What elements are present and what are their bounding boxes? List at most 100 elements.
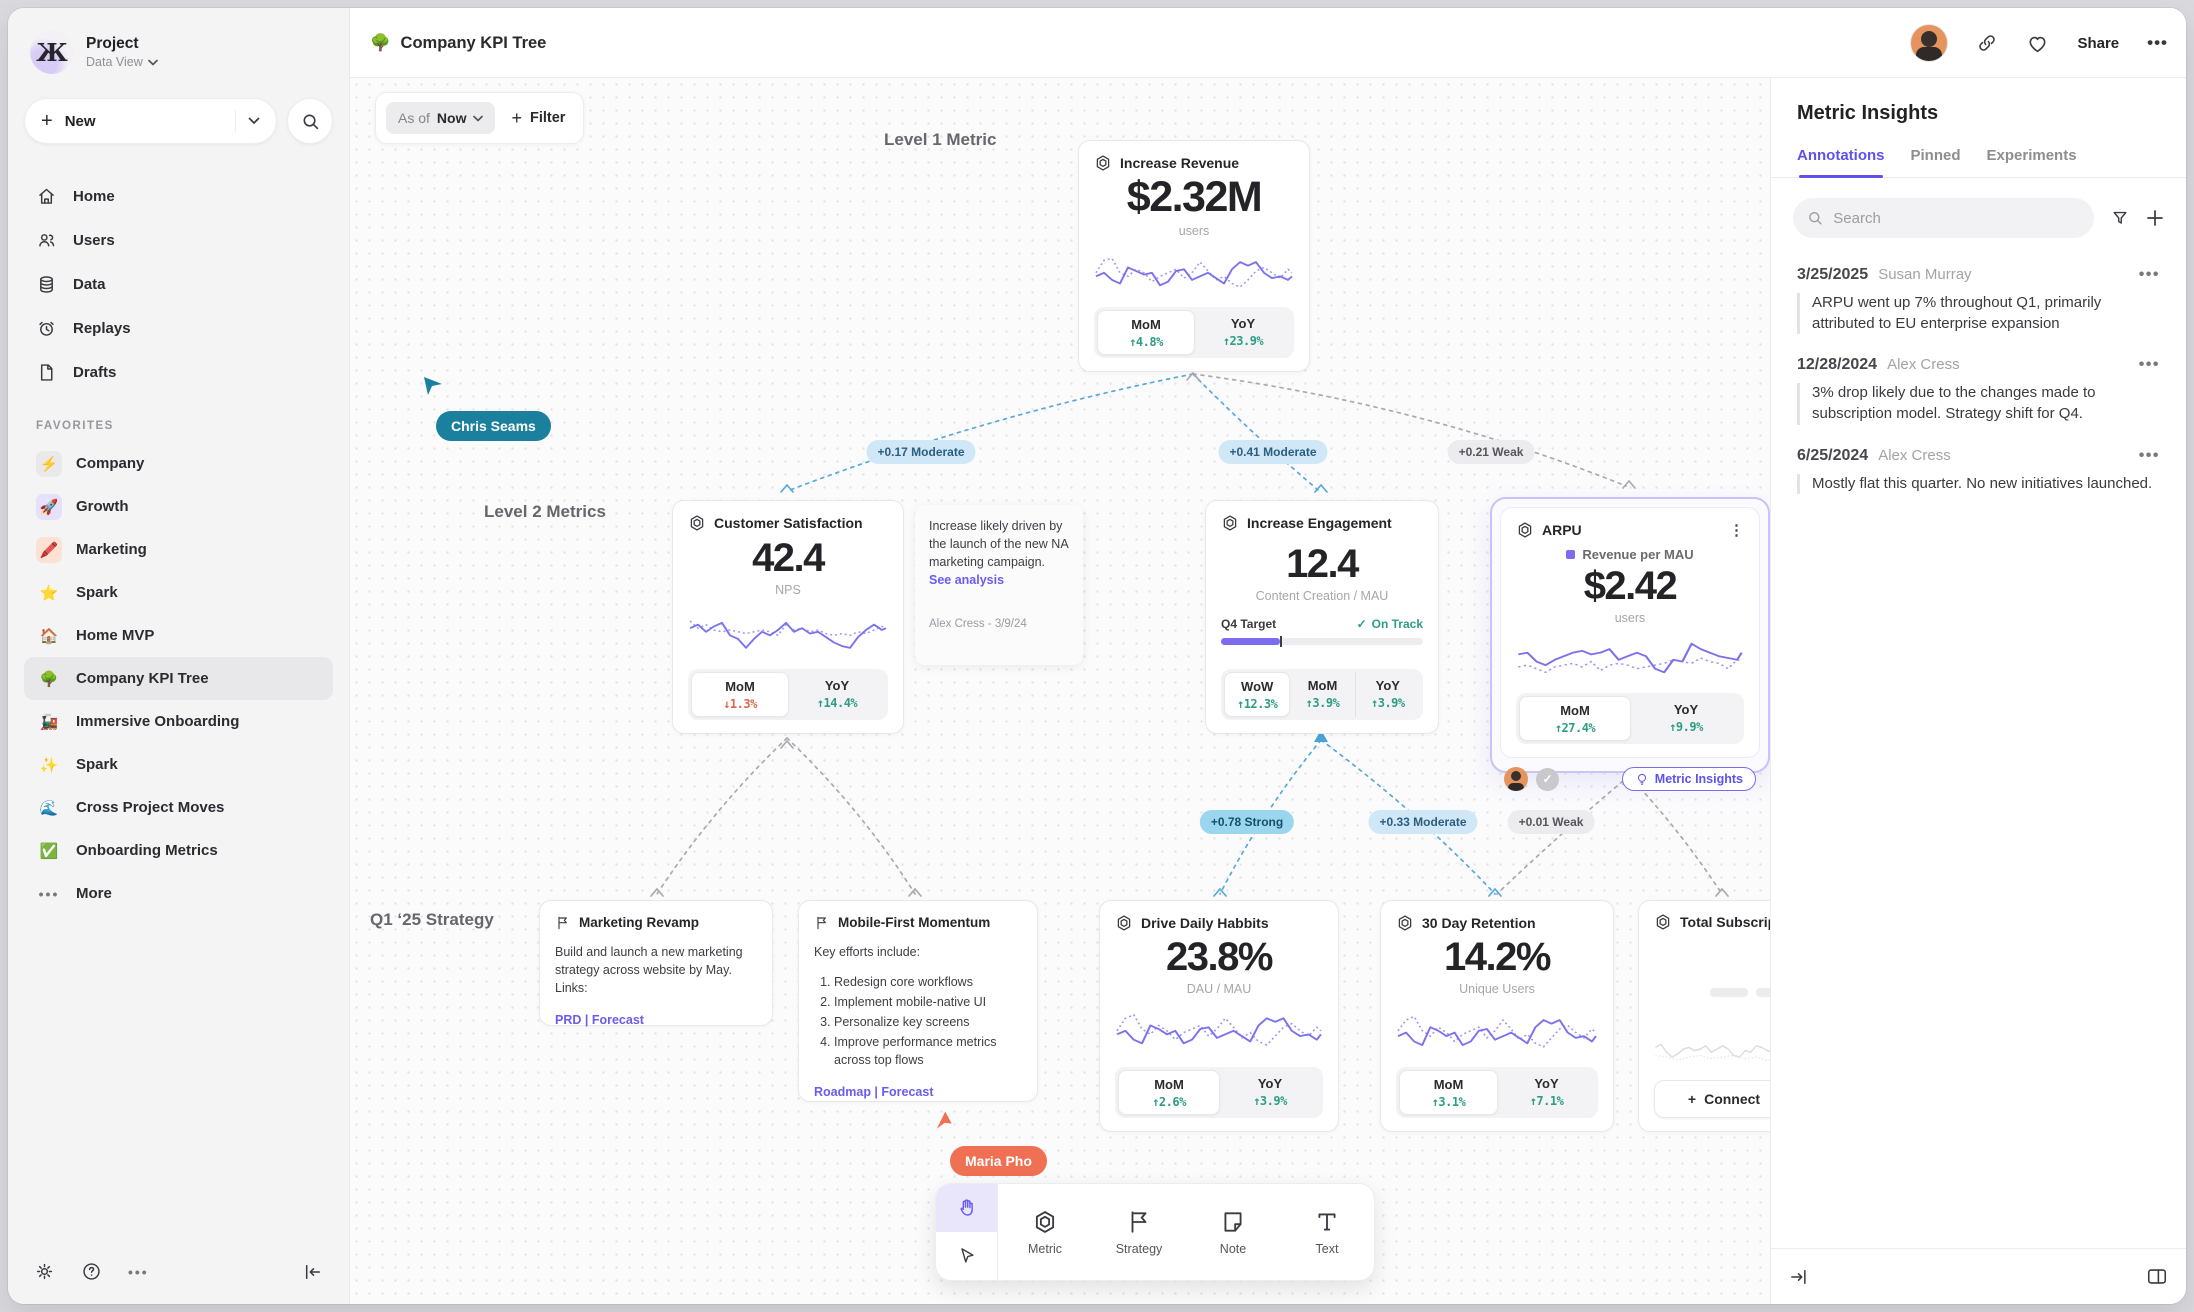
project-switcher[interactable]: Ж Project Data View: [24, 30, 333, 74]
stat-yoy[interactable]: YoY ↑9.9%: [1631, 696, 1741, 741]
collapse-sidebar-icon[interactable]: [303, 1263, 323, 1281]
stat-mom[interactable]: MoM ↓1.3%: [691, 672, 789, 717]
select-tool-button[interactable]: [936, 1232, 997, 1280]
gear-icon[interactable]: [34, 1261, 55, 1282]
list-item: Redesign core workflows: [834, 973, 1022, 991]
metric-card-arpu-selected[interactable]: ARPU ⋮ Revenue per MAU $2.42 users MoM ↑…: [1490, 497, 1770, 791]
chevron-down-icon[interactable]: [248, 117, 260, 125]
stat-mom[interactable]: MoM ↑2.6%: [1118, 1070, 1220, 1115]
new-button[interactable]: + New: [24, 98, 277, 144]
favorite-heart-icon[interactable]: [2026, 33, 2049, 54]
annotation-entry[interactable]: 6/25/2024 Alex Cress ••• Mostly flat thi…: [1771, 427, 2186, 497]
note-tool-button[interactable]: Note: [1186, 1184, 1280, 1280]
stat-wow[interactable]: WoW ↑12.3%: [1224, 672, 1291, 717]
sidebar-search-button[interactable]: [287, 98, 333, 144]
stat-mom[interactable]: MoM ↑27.4%: [1519, 696, 1631, 741]
user-avatar[interactable]: [1910, 24, 1949, 62]
stat-mom[interactable]: MoM ↑3.1%: [1399, 1070, 1498, 1115]
strategy-links[interactable]: PRD | Forecast: [555, 1012, 644, 1027]
sidebar-item-spark-2[interactable]: ✨ Spark: [24, 743, 333, 786]
sidebar-item-spark[interactable]: ⭐ Spark: [24, 571, 333, 614]
strategy-tool-button[interactable]: Strategy: [1092, 1184, 1186, 1280]
add-annotation-icon[interactable]: [2146, 209, 2164, 227]
metric-insights-button[interactable]: Metric Insights: [1621, 767, 1756, 791]
copy-link-icon[interactable]: [1976, 32, 1998, 54]
tab-experiments[interactable]: Experiments: [1986, 147, 2077, 164]
see-analysis-link[interactable]: See analysis: [929, 573, 1005, 588]
database-icon: [40, 275, 53, 293]
as-of-selector[interactable]: As of Now: [386, 102, 496, 134]
sidebar-item-more[interactable]: ••• More: [24, 872, 333, 915]
metric-card-total-subscriptions[interactable]: Total Subscriptions + Connect: [1638, 900, 1770, 1132]
annotation-menu-icon[interactable]: •••: [2138, 446, 2160, 464]
metric-card-increase-revenue[interactable]: Increase Revenue $2.32M users MoM ↑4.8% …: [1078, 140, 1310, 372]
stat-label: MoM: [1307, 678, 1338, 693]
metric-card-increase-engagement[interactable]: Increase Engagement 12.4 Content Creatio…: [1205, 500, 1439, 734]
annotation-note-card[interactable]: Increase likely driven by the launch of …: [915, 505, 1083, 665]
stat-yoy[interactable]: YoY ↑3.9%: [1354, 672, 1420, 717]
stat-yoy[interactable]: YoY ↑14.4%: [789, 672, 885, 717]
metric-unit: NPS: [775, 583, 801, 597]
sidebar-item-company[interactable]: ⚡ Company: [24, 442, 333, 485]
annotation-menu-icon[interactable]: •••: [2138, 266, 2160, 283]
stat-label: YoY: [1257, 1076, 1283, 1091]
metric-tool-button[interactable]: Metric: [998, 1184, 1092, 1280]
metric-card-customer-satisfaction[interactable]: Customer Satisfaction 42.4 NPS MoM ↓1.3%…: [672, 500, 904, 734]
sidebar-item-replays[interactable]: Replays: [24, 306, 333, 350]
filter-button[interactable]: + Filter: [511, 108, 565, 129]
kpi-tree-canvas[interactable]: As of Now + Filter Level 1 Metric Level …: [350, 78, 1770, 1304]
annotation-entry[interactable]: 12/28/2024 Alex Cress ••• 3% drop likely…: [1771, 336, 2186, 426]
sidebar-item-users[interactable]: Users: [24, 218, 333, 262]
stat-yoy[interactable]: YoY ↑7.1%: [1498, 1070, 1595, 1115]
correlation-badge[interactable]: +0.01 Weak: [1507, 810, 1595, 834]
strategy-card-marketing-revamp[interactable]: Marketing Revamp Build and launch a new …: [539, 900, 773, 1027]
plus-icon: +: [41, 109, 53, 132]
sidebar-item-marketing[interactable]: 🖍️ Marketing: [24, 528, 333, 571]
correlation-badge[interactable]: +0.78 Strong: [1199, 810, 1295, 834]
tab-pinned[interactable]: Pinned: [1910, 147, 1961, 164]
project-view-selector[interactable]: Data View: [86, 55, 158, 69]
card-menu-icon[interactable]: ⋮: [1729, 522, 1744, 539]
collapse-panel-icon[interactable]: [1789, 1268, 1809, 1286]
plus-icon: +: [1687, 1091, 1697, 1108]
sidebar-item-drafts[interactable]: Drafts: [24, 350, 333, 394]
sidebar-item-home-mvp[interactable]: 🏠 Home MVP: [24, 614, 333, 657]
strategy-links[interactable]: Roadmap | Forecast: [814, 1085, 934, 1100]
annotations-search[interactable]: [1793, 198, 2094, 238]
stat-mom[interactable]: MoM ↑4.8%: [1097, 310, 1195, 355]
stat-yoy[interactable]: YoY ↑3.9%: [1220, 1070, 1320, 1115]
sidebar-item-company-kpi-tree[interactable]: 🌳 Company KPI Tree: [24, 657, 333, 700]
annotation-entry[interactable]: 3/25/2025 Susan Murray ••• ARPU went up …: [1771, 246, 2186, 336]
sidebar-item-home[interactable]: Home: [24, 174, 333, 218]
stat-mom[interactable]: MoM ↑3.9%: [1290, 672, 1354, 717]
strategy-card-mobile-first-momentum[interactable]: Mobile-First Momentum Key efforts includ…: [798, 900, 1038, 1102]
split-view-icon[interactable]: [2146, 1267, 2168, 1286]
tab-annotations[interactable]: Annotations: [1797, 147, 1885, 178]
sidebar-item-immersive-onboarding[interactable]: 🚂 Immersive Onboarding: [24, 700, 333, 743]
sidebar-item-onboarding-metrics[interactable]: ✅ Onboarding Metrics: [24, 829, 333, 872]
metric-card-drive-daily-habbits[interactable]: Drive Daily Habbits 23.8% DAU / MAU MoM …: [1099, 900, 1339, 1132]
connect-metric-button[interactable]: + Connect: [1654, 1080, 1770, 1118]
search-input[interactable]: [1833, 209, 2080, 227]
correlation-badge[interactable]: +0.21 Weak: [1447, 440, 1535, 464]
stat-value: ↑12.3%: [1236, 697, 1278, 711]
sidebar-item-data[interactable]: Data: [24, 262, 333, 306]
sidebar-more-menu-icon[interactable]: •••: [128, 1263, 149, 1280]
header-more-menu-icon[interactable]: •••: [2147, 33, 2168, 52]
filter-icon[interactable]: [2110, 208, 2130, 228]
sidebar-item-cross-project-moves[interactable]: 🌊 Cross Project Moves: [24, 786, 333, 829]
project-logo: Ж: [30, 30, 74, 74]
text-tool-button[interactable]: Text: [1280, 1184, 1374, 1280]
share-button[interactable]: Share: [2077, 34, 2120, 52]
correlation-badge[interactable]: +0.41 Moderate: [1218, 440, 1328, 464]
replay-clock-icon: [39, 321, 54, 336]
stat-yoy[interactable]: YoY ↑23.9%: [1195, 310, 1291, 355]
sidebar-item-growth[interactable]: 🚀 Growth: [24, 485, 333, 528]
correlation-badge[interactable]: +0.17 Moderate: [866, 440, 976, 464]
list-item: Improve performance metrics across top f…: [834, 1033, 1022, 1069]
correlation-badge[interactable]: +0.33 Moderate: [1368, 810, 1478, 834]
help-icon[interactable]: [81, 1261, 102, 1282]
annotation-menu-icon[interactable]: •••: [2138, 356, 2160, 374]
metric-card-30-day-retention[interactable]: 30 Day Retention 14.2% Unique Users MoM …: [1380, 900, 1614, 1132]
hand-tool-button[interactable]: [936, 1184, 997, 1232]
